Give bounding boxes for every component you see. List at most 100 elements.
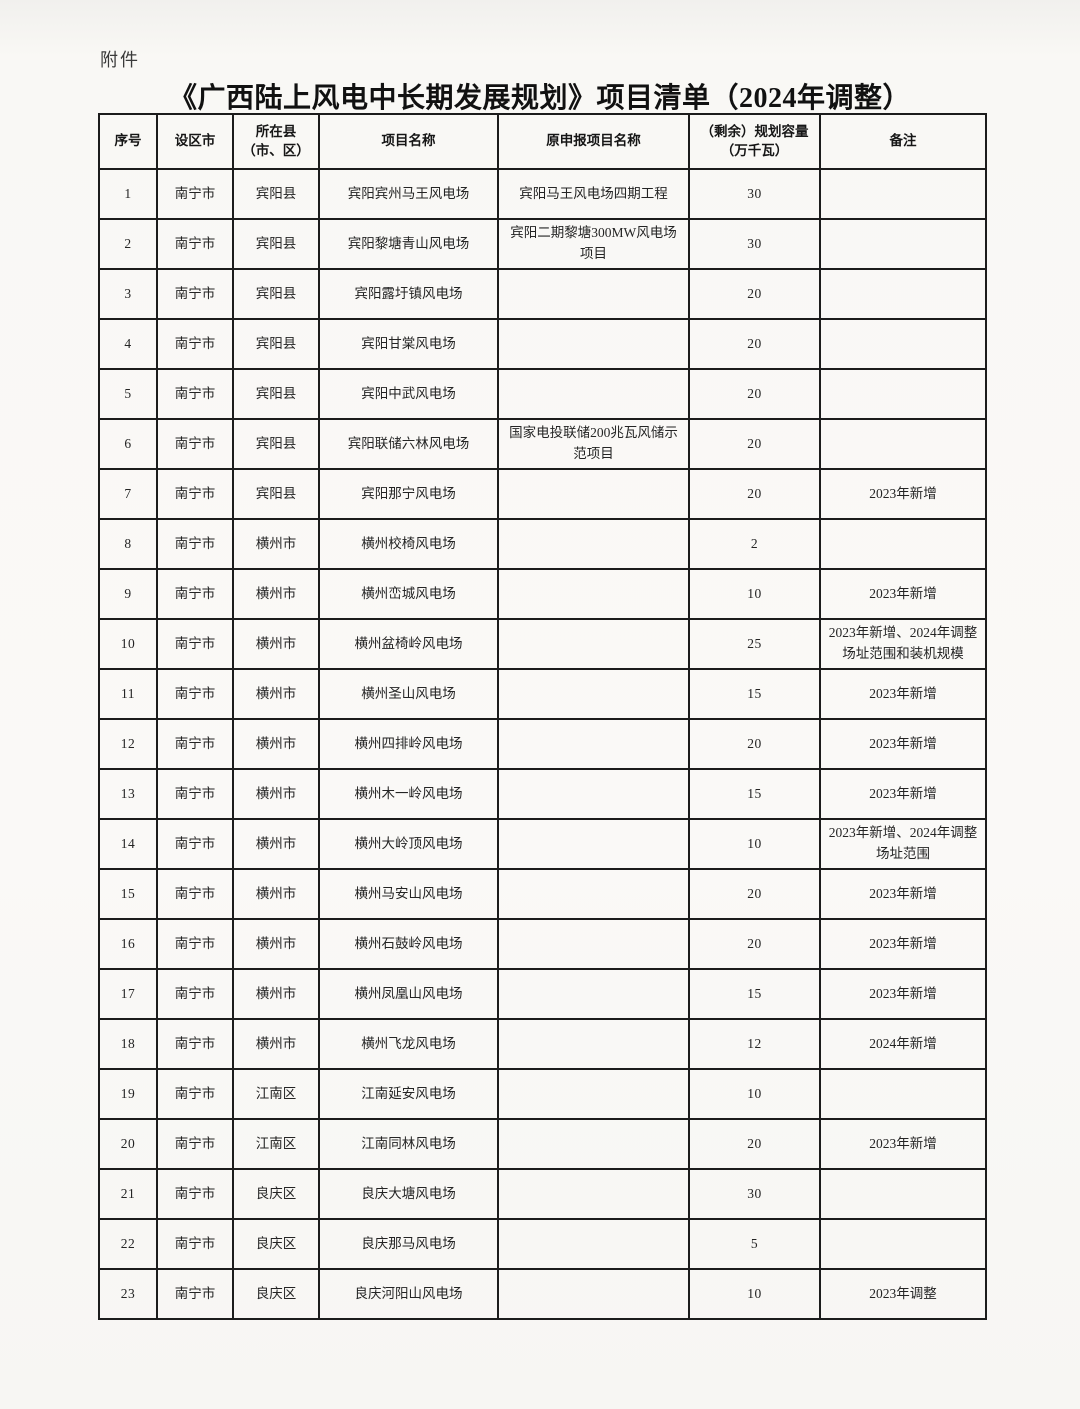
- cell-capacity: 10: [688, 818, 821, 870]
- cell-remark: 2023年新增: [819, 768, 987, 820]
- cell-no: 2: [98, 218, 158, 270]
- cell-capacity: 12: [688, 1018, 821, 1070]
- cell-capacity: 20: [688, 918, 821, 970]
- cell-county: 横州市: [232, 968, 320, 1020]
- cell-no: 5: [98, 368, 158, 420]
- cell-county: 宾阳县: [232, 168, 320, 220]
- cell-city: 南宁市: [156, 218, 234, 270]
- cell-remark: 2023年新增: [819, 968, 987, 1020]
- table-row: 20 南宁市 江南区 江南同林风电场 20 2023年新增: [98, 1118, 987, 1170]
- cell-original: [497, 518, 690, 570]
- cell-original: [497, 868, 690, 920]
- cell-original: [497, 1068, 690, 1120]
- cell-remark: [819, 318, 987, 370]
- cell-project: 横州圣山风电场: [318, 668, 499, 720]
- cell-city: 南宁市: [156, 618, 234, 670]
- cell-county: 宾阳县: [232, 268, 320, 320]
- cell-county: 江南区: [232, 1068, 320, 1120]
- cell-city: 南宁市: [156, 1218, 234, 1270]
- table-row: 6 南宁市 宾阳县 宾阳联储六林风电场 国家电投联储200兆瓦风储示范项目 20: [98, 418, 987, 470]
- table-row: 10 南宁市 横州市 横州盆椅岭风电场 25 2023年新增、2024年调整场址范围和装机…: [98, 618, 987, 670]
- cell-original: [497, 1268, 690, 1320]
- cell-remark: [819, 518, 987, 570]
- column-header-original: 原申报项目名称: [497, 113, 690, 170]
- cell-no: 13: [98, 768, 158, 820]
- table-row: 1 南宁市 宾阳县 宾阳宾州马王风电场 宾阳马王风电场四期工程 30: [98, 168, 987, 220]
- cell-no: 1: [98, 168, 158, 220]
- cell-original: [497, 668, 690, 720]
- cell-no: 19: [98, 1068, 158, 1120]
- cell-original: [497, 468, 690, 520]
- column-header-project: 项目名称: [318, 113, 499, 170]
- page-title: 《广西陆上风电中长期发展规划》项目清单（2024年调整）: [168, 83, 911, 114]
- cell-county: 横州市: [232, 718, 320, 770]
- cell-project: 良庆大塘风电场: [318, 1168, 499, 1220]
- cell-no: 15: [98, 868, 158, 920]
- cell-city: 南宁市: [156, 368, 234, 420]
- table-row: 3 南宁市 宾阳县 宾阳露圩镇风电场 20: [98, 268, 987, 320]
- cell-county: 宾阳县: [232, 368, 320, 420]
- column-header-no: 序号: [98, 113, 158, 170]
- projects-table: 序号 设区市 所在县 （市、区） 项目名称 原申报项目名称 （剩余）规划容量 （万千瓦）备…: [98, 113, 987, 1320]
- table-header-row: 序号 设区市 所在县 （市、区） 项目名称 原申报项目名称 （剩余）规划容量 （万千瓦）备…: [98, 113, 987, 170]
- cell-remark: [819, 1068, 987, 1120]
- cell-no: 11: [98, 668, 158, 720]
- cell-original: 宾阳二期黎塘300MW风电场项目: [497, 218, 690, 270]
- cell-city: 南宁市: [156, 1268, 234, 1320]
- cell-project: 宾阳甘棠风电场: [318, 318, 499, 370]
- cell-no: 17: [98, 968, 158, 1020]
- cell-capacity: 30: [688, 218, 821, 270]
- cell-project: 江南延安风电场: [318, 1068, 499, 1120]
- cell-remark: 2023年新增: [819, 468, 987, 520]
- cell-capacity: 10: [688, 1268, 821, 1320]
- table-row: 7 南宁市 宾阳县 宾阳那宁风电场 20 2023年新增: [98, 468, 987, 520]
- cell-remark: 2023年新增: [819, 668, 987, 720]
- cell-project: 横州盆椅岭风电场: [318, 618, 499, 670]
- cell-original: 宾阳马王风电场四期工程: [497, 168, 690, 220]
- table-row: 18 南宁市 横州市 横州飞龙风电场 12 2024年新增: [98, 1018, 987, 1070]
- cell-project: 良庆河阳山风电场: [318, 1268, 499, 1320]
- cell-capacity: 20: [688, 368, 821, 420]
- cell-capacity: 2: [688, 518, 821, 570]
- cell-remark: [819, 1168, 987, 1220]
- cell-no: 7: [98, 468, 158, 520]
- cell-capacity: 30: [688, 168, 821, 220]
- cell-no: 14: [98, 818, 158, 870]
- cell-no: 22: [98, 1218, 158, 1270]
- cell-county: 横州市: [232, 1018, 320, 1070]
- cell-remark: 2023年调整: [819, 1268, 987, 1320]
- cell-original: 国家电投联储200兆瓦风储示范项目: [497, 418, 690, 470]
- cell-project: 横州峦城风电场: [318, 568, 499, 620]
- table-row: 19 南宁市 江南区 江南延安风电场 10: [98, 1068, 987, 1120]
- cell-project: 江南同林风电场: [318, 1118, 499, 1170]
- cell-city: 南宁市: [156, 818, 234, 870]
- table-row: 13 南宁市 横州市 横州木一岭风电场 15 2023年新增: [98, 768, 987, 820]
- table-row: 17 南宁市 横州市 横州凤凰山风电场 15 2023年新增: [98, 968, 987, 1020]
- cell-city: 南宁市: [156, 668, 234, 720]
- cell-project: 横州木一岭风电场: [318, 768, 499, 820]
- cell-county: 横州市: [232, 518, 320, 570]
- cell-original: [497, 818, 690, 870]
- cell-project: 横州大岭顶风电场: [318, 818, 499, 870]
- cell-remark: 2023年新增、2024年调整场址范围: [819, 818, 987, 870]
- cell-project: 横州四排岭风电场: [318, 718, 499, 770]
- cell-original: [497, 1168, 690, 1220]
- cell-city: 南宁市: [156, 468, 234, 520]
- column-header-remark: 备注: [819, 113, 987, 170]
- cell-city: 南宁市: [156, 418, 234, 470]
- table-row: 11 南宁市 横州市 横州圣山风电场 15 2023年新增: [98, 668, 987, 720]
- cell-no: 21: [98, 1168, 158, 1220]
- cell-city: 南宁市: [156, 868, 234, 920]
- cell-county: 横州市: [232, 918, 320, 970]
- cell-capacity: 20: [688, 268, 821, 320]
- column-header-county: 所在县 （市、区）: [232, 113, 320, 170]
- cell-original: [497, 618, 690, 670]
- column-header-capacity: （剩余）规划容量 （万千瓦）: [688, 113, 821, 170]
- cell-project: 横州校椅风电场: [318, 518, 499, 570]
- table-row: 15 南宁市 横州市 横州马安山风电场 20 2023年新增: [98, 868, 987, 920]
- cell-remark: [819, 268, 987, 320]
- cell-remark: [819, 368, 987, 420]
- cell-city: 南宁市: [156, 768, 234, 820]
- cell-no: 12: [98, 718, 158, 770]
- cell-remark: 2023年新增: [819, 718, 987, 770]
